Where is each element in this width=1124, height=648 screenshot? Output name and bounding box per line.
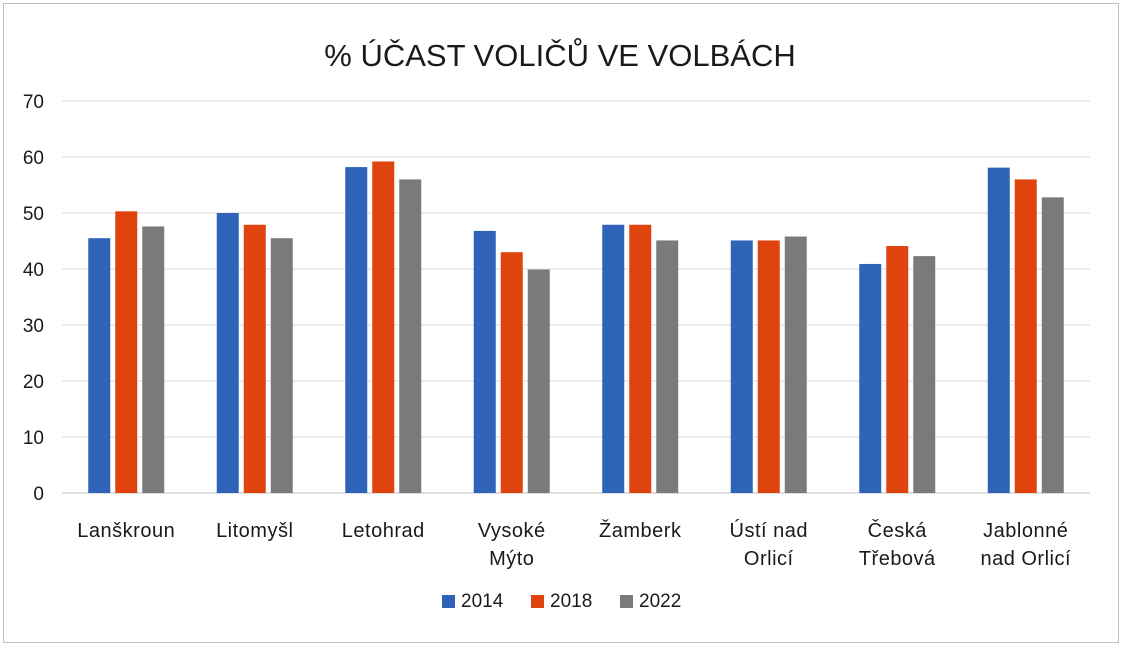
x-tick-label: Orlicí — [744, 548, 794, 570]
bar-2022 — [270, 238, 293, 493]
bar-2022 — [1041, 197, 1064, 493]
legend-label-2014: 2014 — [461, 591, 504, 612]
bar-2022 — [527, 269, 550, 493]
y-tick-label: 0 — [33, 484, 44, 505]
x-tick-label: Lanškroun — [77, 520, 175, 542]
y-tick-label: 30 — [23, 316, 44, 337]
bar-2018 — [115, 211, 138, 493]
bar-2018 — [500, 252, 523, 493]
chart-frame: % ÚČAST VOLIČŮ VE VOLBÁCH 0 10 20 30 40 50 60 7… — [3, 3, 1119, 643]
bar-2018 — [372, 161, 395, 494]
y-tick-label: 70 — [23, 92, 44, 113]
x-tick-label: Žamberk — [599, 519, 682, 542]
y-axis: 0 10 20 30 40 50 60 70 — [23, 92, 44, 505]
x-tick-label: Česká — [868, 519, 928, 542]
bar-2014 — [473, 230, 496, 494]
x-tick-label: Litomyšl — [216, 520, 293, 542]
x-tick-label: Jablonné — [983, 520, 1068, 542]
x-tick-label: nad Orlicí — [980, 548, 1071, 570]
bar-2022 — [784, 236, 807, 493]
chart: % ÚČAST VOLIČŮ VE VOLBÁCH 0 10 20 30 40 50 60 7… — [23, 37, 1090, 612]
bar-2014 — [216, 213, 239, 493]
bar-2014 — [88, 238, 111, 493]
bar-2014 — [730, 240, 753, 493]
bar-2018 — [1014, 179, 1037, 493]
bar-2022 — [913, 256, 936, 493]
bar-2014 — [859, 263, 882, 493]
x-tick-label: Třebová — [859, 548, 936, 570]
legend-label-2018: 2018 — [550, 591, 592, 612]
legend-swatch-2014 — [442, 595, 455, 608]
y-tick-label: 20 — [23, 372, 44, 393]
y-tick-label: 40 — [23, 260, 44, 281]
bar-2018 — [243, 224, 266, 493]
legend: 2014 2018 2022 — [442, 591, 681, 612]
gridlines — [62, 100, 1090, 494]
legend-label-2022: 2022 — [639, 591, 681, 612]
bar-2018 — [629, 224, 652, 493]
bar-2022 — [399, 179, 422, 493]
legend-swatch-2018 — [531, 595, 544, 608]
bar-2022 — [656, 240, 679, 493]
bar-2014 — [987, 167, 1010, 493]
y-tick-label: 10 — [23, 428, 44, 449]
x-axis: Lanškroun Litomyšl Letohrad Vysoké Mýto Žambe… — [77, 519, 1071, 570]
bar-2018 — [757, 240, 780, 493]
x-tick-label: Mýto — [489, 548, 534, 570]
y-tick-label: 60 — [23, 148, 44, 169]
chart-title: % ÚČAST VOLIČŮ VE VOLBÁCH — [324, 37, 795, 73]
bar-2018 — [886, 246, 909, 493]
x-tick-label: Vysoké — [478, 520, 546, 542]
y-tick-label: 50 — [23, 204, 44, 225]
bar-2022 — [142, 226, 165, 493]
bars — [88, 161, 1064, 494]
bar-2014 — [345, 167, 368, 493]
x-tick-label: Letohrad — [342, 520, 425, 542]
legend-swatch-2022 — [620, 595, 633, 608]
bar-2014 — [602, 224, 625, 493]
x-tick-label: Ústí nad — [730, 519, 808, 542]
